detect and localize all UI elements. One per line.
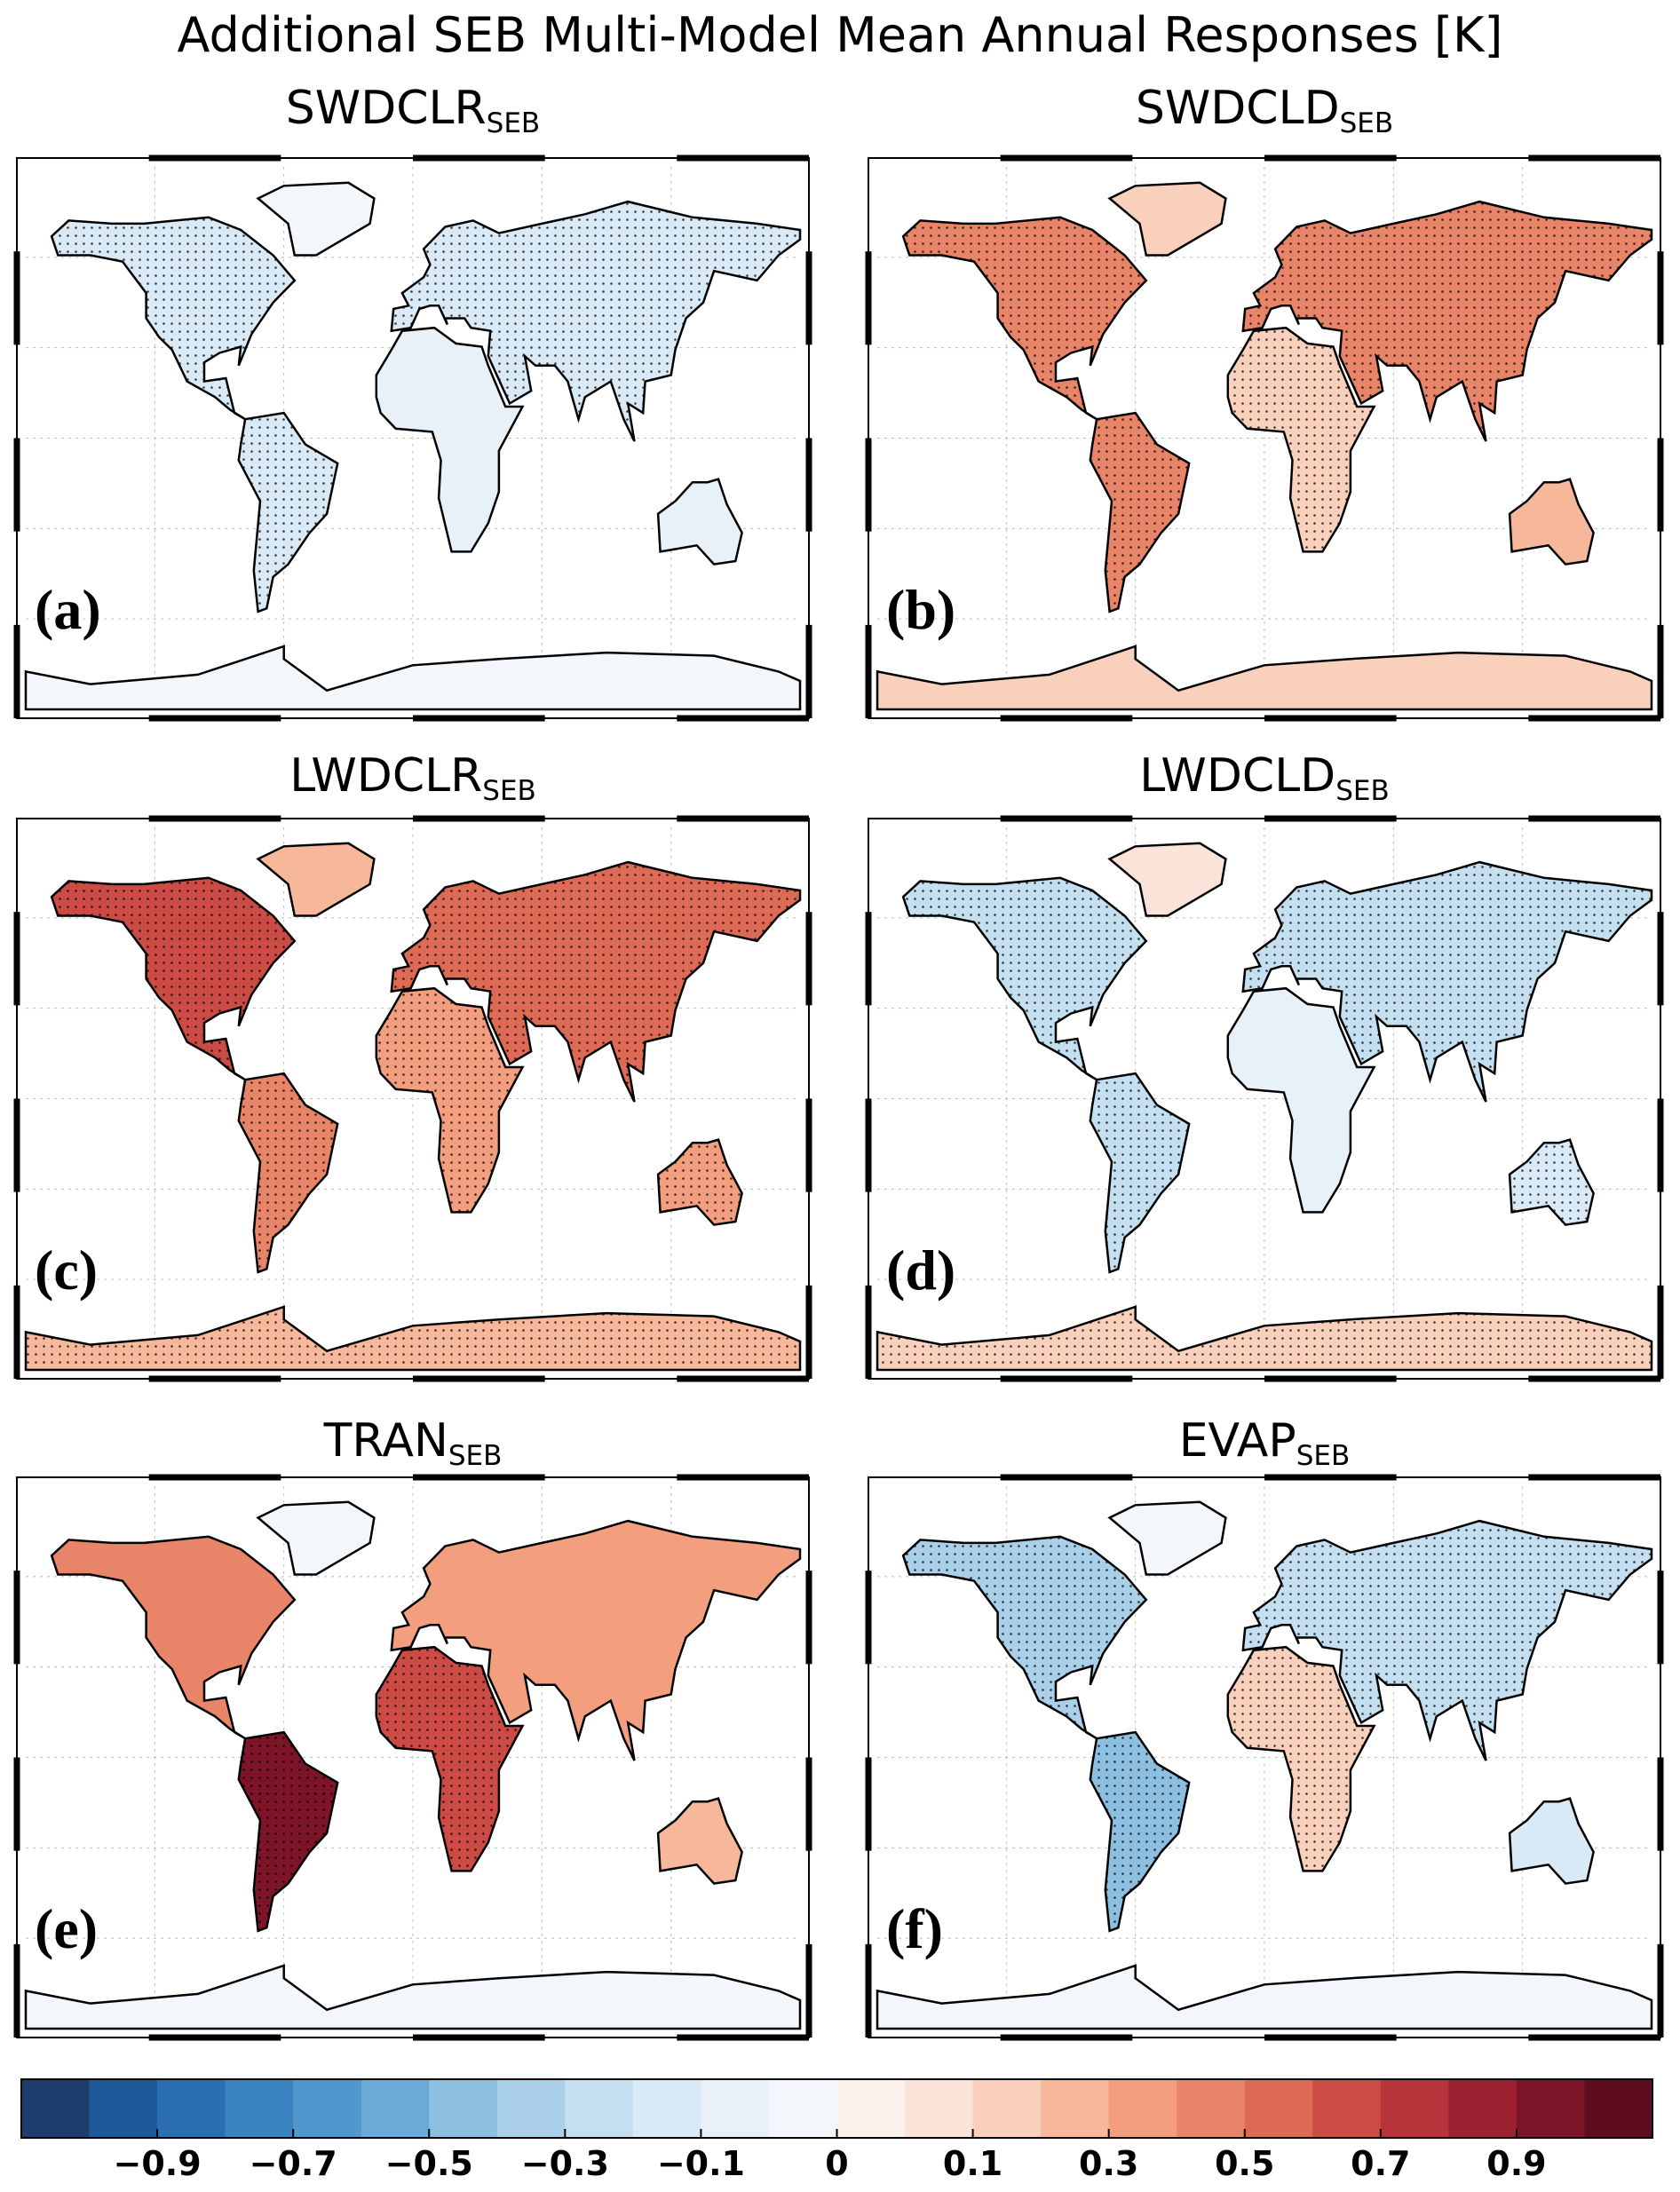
colorbar-box <box>632 2079 701 2138</box>
region-fill <box>656 1797 743 1885</box>
region-fill <box>50 1535 297 1740</box>
colorbar-tick-label: −0.7 <box>250 2144 337 2183</box>
region-fill <box>1107 1500 1227 1576</box>
map-panel: LWDCLRSEB (c) <box>13 749 812 1382</box>
colorbar-tick-label: −0.5 <box>385 2144 473 2183</box>
stipple <box>52 877 295 1080</box>
stipple <box>1227 328 1375 552</box>
map-panel: TRANSEB (e) <box>13 1414 812 2041</box>
stipple <box>376 988 523 1213</box>
stipple <box>903 877 1146 1080</box>
stipple <box>1242 202 1652 442</box>
panel-label: (e) <box>35 1897 98 1960</box>
colorbar-box <box>1584 2079 1653 2138</box>
region-fill <box>24 645 802 711</box>
map-panel: EVAPSEB (f) <box>865 1414 1664 2041</box>
colorbar-box <box>836 2079 906 2138</box>
panel-label: (f) <box>886 1897 943 1960</box>
stipple <box>238 413 338 612</box>
colorbar-box <box>972 2079 1042 2138</box>
region-fill <box>876 1964 1653 2030</box>
colorbar-box <box>565 2079 634 2138</box>
region-fill <box>656 478 743 566</box>
panel-label: (a) <box>35 578 101 641</box>
colorbar-box <box>1041 2079 1110 2138</box>
colorbar-box <box>1244 2079 1313 2138</box>
stipple <box>1090 1073 1190 1272</box>
stipple <box>903 1536 1146 1739</box>
colorbar-tick-label: 0 <box>825 2144 848 2183</box>
colorbar-box <box>1177 2079 1246 2138</box>
panel-title: SWDCLDSEB <box>1136 82 1393 139</box>
map-panel: LWDCLDSEB (d) <box>865 749 1664 1382</box>
stipple <box>1090 1732 1190 1931</box>
region-fill <box>24 1964 802 2030</box>
figure-title: Additional SEB Multi-Model Mean Annual R… <box>178 7 1503 63</box>
colorbar-box <box>1108 2079 1177 2138</box>
map-panel: SWDCLDSEB (b) <box>865 82 1664 722</box>
colorbar-box <box>225 2079 294 2138</box>
colorbar-tick-label: 0.9 <box>1486 2144 1546 2183</box>
panel-label: (c) <box>35 1238 98 1302</box>
colorbar-box <box>1312 2079 1382 2138</box>
map-panel: SWDCLRSEB (a) <box>13 82 812 722</box>
panel-label: (b) <box>886 578 955 641</box>
stipple <box>1227 1647 1375 1872</box>
panel-title: LWDCLRSEB <box>289 749 536 807</box>
panel-title: LWDCLDSEB <box>1139 749 1390 807</box>
stipple <box>52 217 295 420</box>
colorbar-box <box>361 2079 430 2138</box>
region-fill <box>256 842 376 917</box>
colorbar-box <box>768 2079 837 2138</box>
colorbar-box <box>293 2079 362 2138</box>
panel-title: SWDCLRSEB <box>286 82 540 139</box>
region-fill <box>1107 842 1227 917</box>
stipple <box>1242 862 1652 1103</box>
stipple <box>376 1647 523 1872</box>
colorbar-tick-label: −0.3 <box>521 2144 609 2183</box>
stipple <box>238 1732 338 1931</box>
stipple <box>877 1307 1652 1370</box>
colorbar-tick-label: −0.9 <box>114 2144 202 2183</box>
stipple <box>1510 1139 1594 1225</box>
colorbar-tick-label: 0.5 <box>1215 2144 1274 2183</box>
colorbar-tick-label: −0.1 <box>657 2144 745 2183</box>
colorbar-tick-label: 0.1 <box>943 2144 1002 2183</box>
colorbar-box <box>429 2079 498 2138</box>
stipple <box>391 202 800 442</box>
region-fill <box>1226 986 1376 1214</box>
region-fill <box>1508 1797 1595 1885</box>
region-fill <box>1508 478 1595 566</box>
region-fill <box>1107 181 1227 257</box>
stipple <box>903 217 1146 420</box>
region-fill <box>876 645 1653 711</box>
panel-title: TRANSEB <box>323 1414 503 1472</box>
colorbar-tick-label: 0.3 <box>1079 2144 1138 2183</box>
stipple <box>1090 413 1190 612</box>
stipple <box>658 1139 742 1225</box>
region-fill <box>256 1500 376 1576</box>
colorbar-box <box>157 2079 226 2138</box>
colorbar-box <box>1380 2079 1449 2138</box>
region-fill <box>390 1519 802 1761</box>
colorbar-box <box>701 2079 770 2138</box>
panel-title: EVAPSEB <box>1179 1414 1351 1472</box>
colorbar: −0.9 −0.7 −0.5 −0.3 −0.1 0 0.1 0.3 0.5 0.7 0.9 <box>20 2078 1653 2183</box>
stipple <box>26 1307 800 1370</box>
stipple <box>391 862 800 1103</box>
region-fill <box>256 181 376 257</box>
colorbar-box <box>21 2079 91 2138</box>
colorbar-tick-label: 0.7 <box>1351 2144 1410 2183</box>
colorbar-box <box>905 2079 974 2138</box>
colorbar-box <box>89 2079 158 2138</box>
colorbar-box <box>1516 2079 1585 2138</box>
colorbar-box <box>1448 2079 1518 2138</box>
region-fill <box>375 326 525 553</box>
colorbar-box <box>496 2079 566 2138</box>
stipple <box>1242 1521 1652 1761</box>
panel-label: (d) <box>886 1238 955 1302</box>
stipple <box>238 1073 338 1272</box>
